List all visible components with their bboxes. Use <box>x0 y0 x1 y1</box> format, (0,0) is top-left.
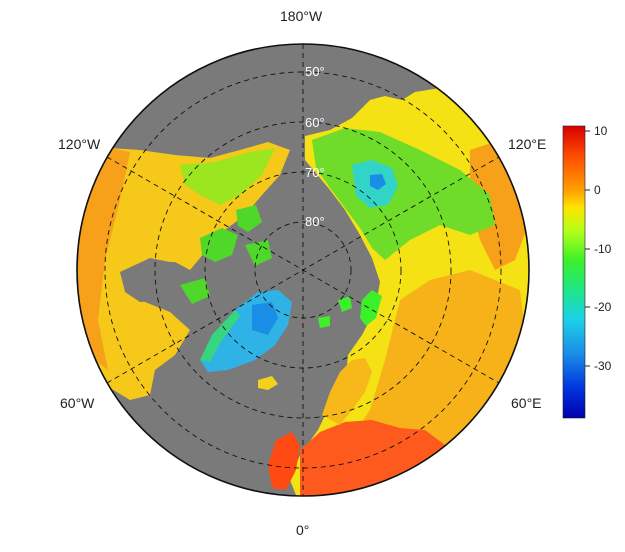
siberia-cold-center <box>370 174 386 190</box>
british-isles <box>268 432 300 490</box>
meridian-120w-60e <box>106 156 500 384</box>
hudson-bay <box>120 258 178 302</box>
svalbard <box>318 296 352 328</box>
greenland-interior-cold <box>252 302 278 335</box>
lat-label-80: 80° <box>305 214 325 229</box>
siberia-green <box>312 128 495 260</box>
arctic-archipelago <box>180 205 272 304</box>
lon-label-60e: 60°E <box>511 395 542 411</box>
colorbar-ticks <box>585 130 590 367</box>
canada-green <box>180 148 275 205</box>
europe-warm <box>300 420 445 496</box>
colorbar-tick-m30: -30 <box>594 359 612 373</box>
greenland-coast <box>200 310 240 362</box>
novaya-zemlya <box>360 290 382 326</box>
north-america <box>78 142 290 400</box>
lon-label-180w: 180°W <box>280 8 323 24</box>
iceland <box>258 376 278 390</box>
lon-label-120w: 120°W <box>58 136 101 152</box>
lat-circle-60 <box>154 121 452 419</box>
colorbar <box>562 125 586 419</box>
lat-label-60: 60° <box>305 115 325 130</box>
colorbar-tick-m20: -20 <box>594 300 612 314</box>
north-america-west-warm <box>78 148 130 370</box>
colorbar-tick-m10: -10 <box>594 242 612 256</box>
longitude-grid <box>106 44 500 496</box>
colorbar-tick-0: 0 <box>594 183 601 197</box>
colorbar-tick-10: 10 <box>594 124 608 138</box>
lon-label-60w: 60°W <box>60 395 95 411</box>
lon-label-0: 0° <box>296 522 310 538</box>
lat-label-70: 70° <box>305 165 325 180</box>
lon-label-120e: 120°E <box>508 136 547 152</box>
lat-label-50: 50° <box>305 64 325 79</box>
scandinavia <box>322 358 372 425</box>
